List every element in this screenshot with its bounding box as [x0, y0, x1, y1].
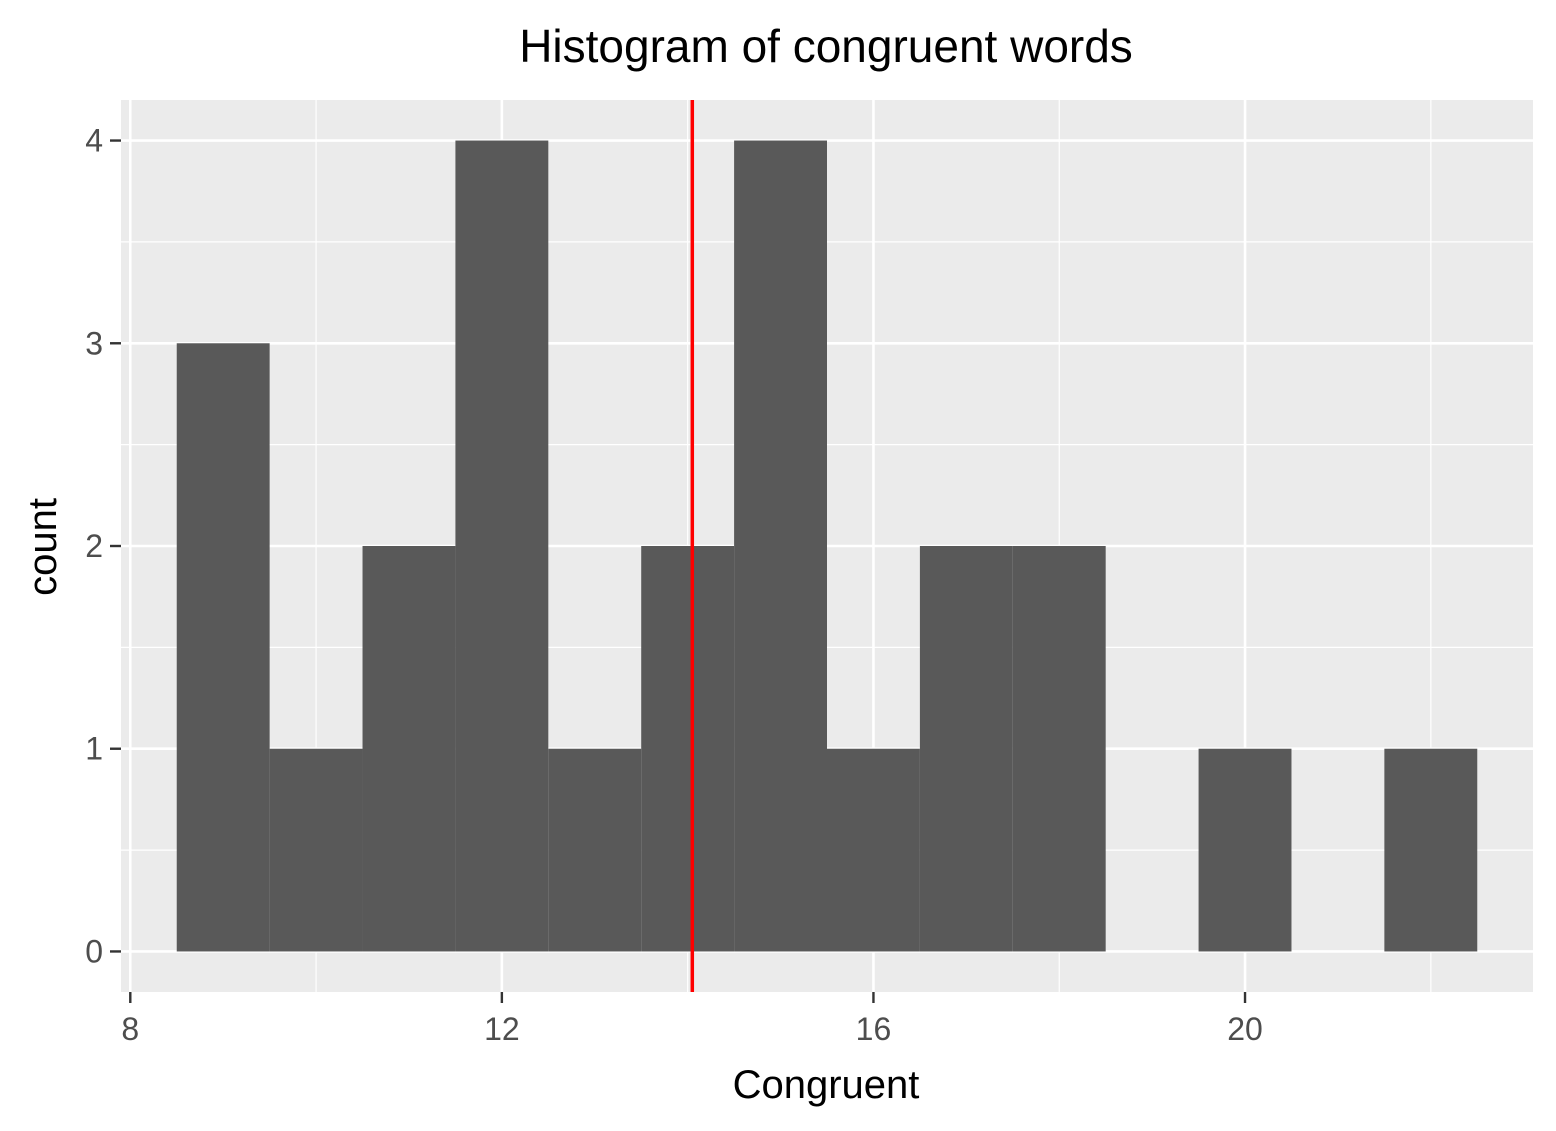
- plot-panel: [121, 100, 1533, 992]
- x-tick-label: 12: [484, 1011, 520, 1047]
- y-axis: 0 1 2 3 4: [85, 123, 121, 969]
- histogram-bar: [362, 546, 456, 952]
- histogram-bar: [641, 546, 735, 952]
- y-tick-label: 3: [85, 325, 103, 361]
- y-tick-label: 4: [85, 123, 103, 159]
- histogram-bar: [455, 140, 549, 952]
- histogram-bar: [1012, 546, 1106, 952]
- y-axis-title: count: [21, 498, 65, 596]
- histogram-bar: [269, 748, 363, 952]
- histogram-bar: [734, 140, 827, 952]
- x-tick-label: 16: [856, 1011, 892, 1047]
- y-tick-label: 0: [85, 933, 103, 969]
- histogram-bar: [1384, 748, 1478, 952]
- x-tick-label: 8: [121, 1011, 139, 1047]
- histogram-bar: [548, 748, 642, 952]
- x-axis-title: Congruent: [733, 1063, 920, 1107]
- y-tick-label: 2: [85, 528, 103, 564]
- chart-title: Histogram of congruent words: [519, 20, 1133, 72]
- histogram-bar: [919, 546, 1013, 952]
- y-tick-label: 1: [85, 731, 103, 767]
- histogram-bar: [827, 748, 920, 952]
- x-axis: 8 12 16 20: [121, 992, 1263, 1047]
- histogram-bar: [176, 343, 270, 952]
- histogram-bar: [1198, 748, 1292, 952]
- x-tick-label: 20: [1227, 1011, 1263, 1047]
